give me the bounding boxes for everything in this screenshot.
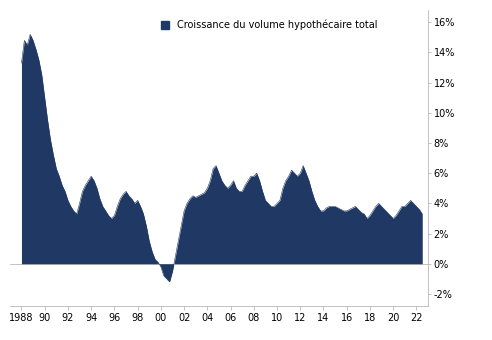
Legend: Croissance du volume hypothécaire total: Croissance du volume hypothécaire total	[159, 18, 379, 32]
